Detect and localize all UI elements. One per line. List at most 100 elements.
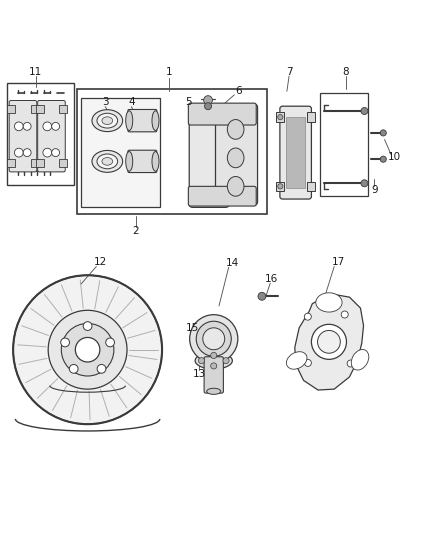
FancyBboxPatch shape xyxy=(204,357,223,393)
FancyBboxPatch shape xyxy=(9,101,37,172)
FancyBboxPatch shape xyxy=(188,187,256,206)
Bar xyxy=(320,93,368,197)
Text: 8: 8 xyxy=(343,67,350,77)
Circle shape xyxy=(304,359,311,366)
Circle shape xyxy=(75,337,100,362)
Bar xyxy=(276,182,284,191)
Text: 1: 1 xyxy=(165,67,172,77)
Bar xyxy=(81,98,160,207)
Circle shape xyxy=(43,122,52,131)
Bar xyxy=(7,159,15,167)
Circle shape xyxy=(341,311,348,318)
Circle shape xyxy=(318,330,340,353)
Circle shape xyxy=(23,123,31,130)
Circle shape xyxy=(205,103,212,110)
Circle shape xyxy=(204,96,212,104)
Ellipse shape xyxy=(207,388,221,394)
Text: 10: 10 xyxy=(388,152,401,162)
Ellipse shape xyxy=(102,158,113,165)
Ellipse shape xyxy=(227,148,244,168)
FancyBboxPatch shape xyxy=(215,104,258,205)
Text: 15: 15 xyxy=(186,323,199,333)
Circle shape xyxy=(380,156,386,162)
Circle shape xyxy=(52,123,60,130)
Bar xyxy=(307,112,315,122)
Circle shape xyxy=(278,115,283,120)
Ellipse shape xyxy=(195,352,232,369)
Ellipse shape xyxy=(316,293,342,312)
Bar xyxy=(36,159,44,167)
Text: 17: 17 xyxy=(332,257,345,267)
Ellipse shape xyxy=(92,110,123,132)
Ellipse shape xyxy=(152,111,159,131)
Bar xyxy=(59,159,67,167)
Bar xyxy=(31,106,39,113)
Ellipse shape xyxy=(126,111,133,131)
FancyBboxPatch shape xyxy=(188,103,256,125)
Circle shape xyxy=(304,313,311,320)
Circle shape xyxy=(61,324,114,376)
Circle shape xyxy=(361,108,368,115)
Bar xyxy=(77,89,267,214)
Circle shape xyxy=(61,338,70,347)
Text: 5: 5 xyxy=(185,97,192,107)
Text: 6: 6 xyxy=(235,86,242,96)
Ellipse shape xyxy=(102,117,113,125)
Circle shape xyxy=(97,365,106,373)
Text: 16: 16 xyxy=(265,274,278,284)
Circle shape xyxy=(258,292,266,300)
FancyBboxPatch shape xyxy=(189,104,229,207)
Ellipse shape xyxy=(351,350,369,370)
FancyBboxPatch shape xyxy=(280,106,311,199)
Circle shape xyxy=(106,338,114,347)
Text: 2: 2 xyxy=(132,227,139,237)
FancyBboxPatch shape xyxy=(38,101,65,172)
Ellipse shape xyxy=(227,119,244,139)
Circle shape xyxy=(211,352,217,359)
Circle shape xyxy=(203,328,225,350)
Text: 9: 9 xyxy=(371,185,378,195)
FancyBboxPatch shape xyxy=(128,109,157,132)
Circle shape xyxy=(48,310,127,389)
Circle shape xyxy=(380,130,386,136)
Circle shape xyxy=(196,321,231,356)
Ellipse shape xyxy=(227,176,244,196)
Ellipse shape xyxy=(152,151,159,171)
Bar xyxy=(7,83,74,185)
Ellipse shape xyxy=(126,151,133,171)
Text: 13: 13 xyxy=(193,369,206,379)
Circle shape xyxy=(83,322,92,330)
Text: 11: 11 xyxy=(29,67,42,77)
Circle shape xyxy=(69,365,78,373)
Circle shape xyxy=(223,358,229,364)
Ellipse shape xyxy=(92,150,123,172)
Text: 7: 7 xyxy=(286,67,293,77)
Circle shape xyxy=(211,363,217,369)
Circle shape xyxy=(43,148,52,157)
Circle shape xyxy=(14,148,23,157)
Bar xyxy=(31,159,39,167)
Polygon shape xyxy=(295,294,364,390)
Circle shape xyxy=(347,360,354,367)
Circle shape xyxy=(278,184,283,189)
FancyBboxPatch shape xyxy=(128,150,157,173)
Circle shape xyxy=(13,275,162,424)
Text: 4: 4 xyxy=(128,97,135,107)
Ellipse shape xyxy=(97,154,118,169)
Bar xyxy=(59,106,67,113)
Bar xyxy=(307,182,315,191)
Bar xyxy=(286,117,305,188)
Circle shape xyxy=(198,358,205,364)
Circle shape xyxy=(14,122,23,131)
Circle shape xyxy=(311,324,346,359)
Circle shape xyxy=(23,149,31,157)
Circle shape xyxy=(52,149,60,157)
Bar xyxy=(36,106,44,113)
Bar xyxy=(7,106,15,113)
Text: 3: 3 xyxy=(102,97,109,107)
Bar xyxy=(276,112,284,122)
Ellipse shape xyxy=(286,352,307,369)
Ellipse shape xyxy=(97,113,118,128)
Circle shape xyxy=(361,180,368,187)
Text: 12: 12 xyxy=(94,257,107,267)
